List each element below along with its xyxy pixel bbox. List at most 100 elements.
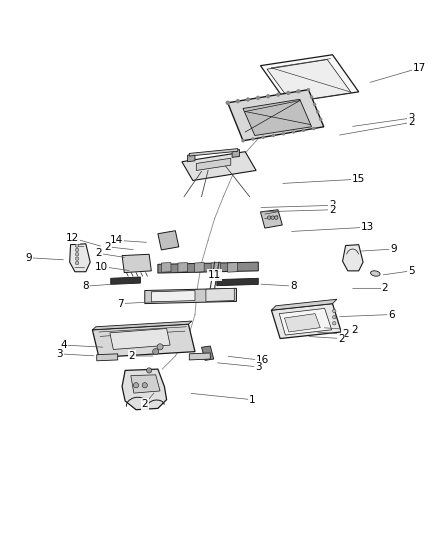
- Circle shape: [276, 92, 280, 97]
- Circle shape: [266, 94, 270, 99]
- Circle shape: [292, 130, 295, 134]
- Text: 2: 2: [351, 325, 358, 335]
- Text: 3: 3: [255, 362, 261, 372]
- Polygon shape: [201, 346, 214, 360]
- Circle shape: [310, 95, 313, 99]
- Text: 8: 8: [290, 281, 297, 291]
- Polygon shape: [151, 290, 195, 302]
- Polygon shape: [343, 245, 363, 271]
- Text: 6: 6: [388, 310, 395, 319]
- Text: 2: 2: [141, 399, 148, 409]
- Text: 7: 7: [117, 298, 124, 309]
- Circle shape: [316, 110, 319, 114]
- Circle shape: [261, 135, 265, 139]
- Text: 9: 9: [26, 253, 32, 263]
- Polygon shape: [243, 99, 311, 135]
- Polygon shape: [211, 263, 221, 272]
- Polygon shape: [285, 313, 320, 332]
- Polygon shape: [189, 353, 210, 360]
- Polygon shape: [92, 324, 195, 357]
- Circle shape: [282, 132, 285, 135]
- Circle shape: [286, 91, 290, 95]
- Polygon shape: [131, 375, 160, 393]
- Circle shape: [246, 98, 250, 102]
- Text: 8: 8: [82, 281, 89, 291]
- Polygon shape: [92, 321, 192, 330]
- Text: 2: 2: [104, 242, 111, 252]
- Circle shape: [271, 216, 275, 220]
- Text: 3: 3: [57, 349, 63, 359]
- Circle shape: [319, 118, 322, 121]
- Text: 15: 15: [352, 174, 365, 184]
- Circle shape: [75, 244, 79, 247]
- Text: 1: 1: [248, 394, 255, 405]
- Polygon shape: [122, 254, 151, 272]
- Text: 14: 14: [110, 235, 123, 245]
- Text: 4: 4: [61, 340, 67, 350]
- Text: 16: 16: [256, 356, 269, 365]
- Text: 2: 2: [408, 117, 414, 127]
- Polygon shape: [161, 263, 171, 272]
- Text: 12: 12: [66, 233, 79, 243]
- Polygon shape: [111, 277, 141, 285]
- Text: 2: 2: [343, 329, 349, 339]
- Text: 2: 2: [95, 248, 102, 259]
- Polygon shape: [145, 288, 237, 304]
- Polygon shape: [279, 309, 332, 335]
- Polygon shape: [228, 90, 324, 141]
- Circle shape: [147, 368, 152, 373]
- Polygon shape: [178, 263, 187, 272]
- Text: 17: 17: [413, 63, 427, 73]
- Polygon shape: [158, 231, 179, 250]
- Circle shape: [332, 316, 336, 319]
- Polygon shape: [182, 152, 256, 181]
- Circle shape: [256, 96, 260, 100]
- Circle shape: [251, 138, 255, 141]
- Polygon shape: [272, 304, 341, 338]
- Circle shape: [302, 128, 305, 132]
- Polygon shape: [232, 149, 240, 157]
- Polygon shape: [261, 210, 283, 228]
- Text: 9: 9: [390, 244, 397, 254]
- Text: 2: 2: [329, 205, 336, 215]
- Polygon shape: [122, 369, 166, 410]
- Polygon shape: [187, 154, 195, 161]
- Circle shape: [275, 216, 278, 220]
- Text: 2: 2: [329, 200, 336, 211]
- Polygon shape: [97, 354, 118, 361]
- Circle shape: [75, 253, 79, 256]
- Circle shape: [157, 344, 163, 350]
- Circle shape: [152, 349, 159, 354]
- Polygon shape: [158, 262, 258, 273]
- Circle shape: [75, 248, 79, 252]
- Polygon shape: [70, 244, 90, 272]
- Polygon shape: [272, 299, 337, 310]
- Circle shape: [272, 134, 275, 138]
- Circle shape: [312, 127, 315, 130]
- Circle shape: [75, 257, 79, 261]
- Polygon shape: [267, 60, 351, 102]
- Circle shape: [134, 383, 139, 388]
- Polygon shape: [196, 158, 231, 171]
- Circle shape: [268, 216, 271, 220]
- Circle shape: [226, 101, 230, 105]
- Ellipse shape: [371, 271, 380, 276]
- Polygon shape: [228, 263, 237, 272]
- Polygon shape: [206, 288, 234, 302]
- Circle shape: [313, 103, 316, 106]
- Circle shape: [332, 321, 336, 325]
- Circle shape: [307, 88, 310, 92]
- Polygon shape: [261, 55, 359, 103]
- Circle shape: [241, 139, 245, 142]
- Circle shape: [142, 383, 148, 388]
- Text: 5: 5: [408, 266, 414, 276]
- Text: 2: 2: [338, 334, 345, 344]
- Circle shape: [75, 261, 79, 265]
- Text: 10: 10: [95, 262, 108, 271]
- Text: 13: 13: [361, 222, 374, 232]
- Circle shape: [296, 89, 300, 93]
- Polygon shape: [217, 278, 258, 286]
- Circle shape: [236, 99, 240, 103]
- Text: 2: 2: [128, 351, 135, 361]
- Text: 11: 11: [208, 270, 221, 280]
